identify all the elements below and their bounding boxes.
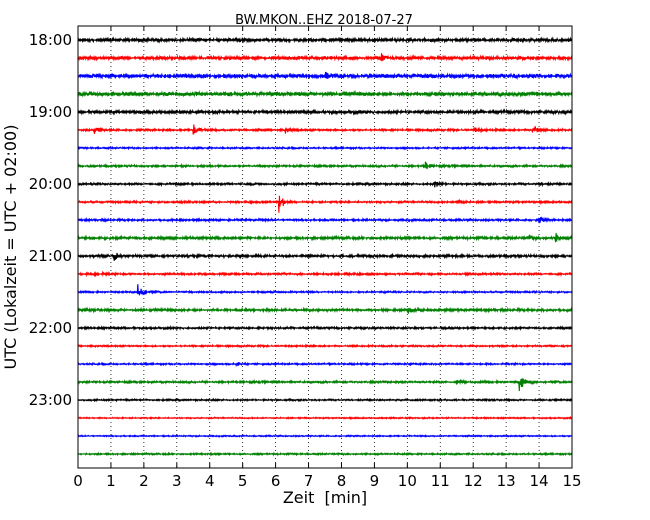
x-tick-label: 8 xyxy=(337,472,347,490)
chart-title: BW.MKON..EHZ 2018-07-27 xyxy=(235,13,413,28)
x-tick-label: 5 xyxy=(238,472,248,490)
trace-line xyxy=(77,306,573,314)
trace-line xyxy=(77,343,573,349)
y-tick-label: 19:00 xyxy=(29,103,72,121)
trace-line xyxy=(77,89,573,98)
x-tick-label: 9 xyxy=(370,472,380,490)
trace-line xyxy=(77,284,573,296)
grid-lines xyxy=(110,26,540,468)
trace-line xyxy=(77,108,573,116)
trace-line xyxy=(77,216,573,224)
trace-line xyxy=(77,397,573,403)
x-tick-label: 10 xyxy=(398,472,417,490)
y-axis-label: UTC (Lokalzeit = UTC + 02:00) xyxy=(1,125,20,370)
trace-line xyxy=(77,53,573,62)
trace-line xyxy=(77,433,573,438)
trace-line xyxy=(77,36,573,44)
trace-line xyxy=(77,195,573,213)
x-axis-ticks: 0 1 2 3 4 5 6 7 8 9 10 11 12 13 14 15 xyxy=(73,26,582,490)
trace-line xyxy=(77,415,573,421)
trace-line xyxy=(77,361,573,368)
x-tick-label: 3 xyxy=(172,472,182,490)
x-tick-label: 11 xyxy=(431,472,450,490)
trace-line xyxy=(77,71,573,81)
x-tick-label: 2 xyxy=(139,472,149,490)
trace-line xyxy=(77,161,573,170)
trace-line xyxy=(77,180,573,188)
trace-line xyxy=(77,232,573,243)
trace-line xyxy=(77,378,573,391)
y-tick-label: 22:00 xyxy=(29,319,72,337)
trace-line xyxy=(77,145,573,151)
seismogram-traces xyxy=(77,36,573,457)
x-tick-label: 4 xyxy=(205,472,215,490)
x-tick-label: 7 xyxy=(304,472,314,490)
trace-line xyxy=(77,270,573,278)
x-tick-label: 6 xyxy=(271,472,281,490)
x-tick-label: 1 xyxy=(106,472,116,490)
x-tick-label: 15 xyxy=(562,472,581,490)
x-axis-label: Zeit [min] xyxy=(283,488,367,507)
y-tick-label: 18:00 xyxy=(29,31,72,49)
x-tick-label: 12 xyxy=(464,472,483,490)
y-tick-label: 20:00 xyxy=(29,175,72,193)
trace-line xyxy=(77,252,573,261)
x-tick-label: 14 xyxy=(530,472,549,490)
plot-frame xyxy=(77,25,573,469)
y-axis-ticks: 18:00 19:00 20:00 21:00 22:00 23:00 xyxy=(29,31,572,409)
trace-line xyxy=(77,124,573,135)
x-tick-label: 0 xyxy=(73,472,83,490)
trace-line xyxy=(77,451,573,457)
y-tick-label: 23:00 xyxy=(29,391,72,409)
x-tick-label: 13 xyxy=(497,472,516,490)
y-tick-label: 21:00 xyxy=(29,247,72,265)
trace-line xyxy=(77,324,573,331)
